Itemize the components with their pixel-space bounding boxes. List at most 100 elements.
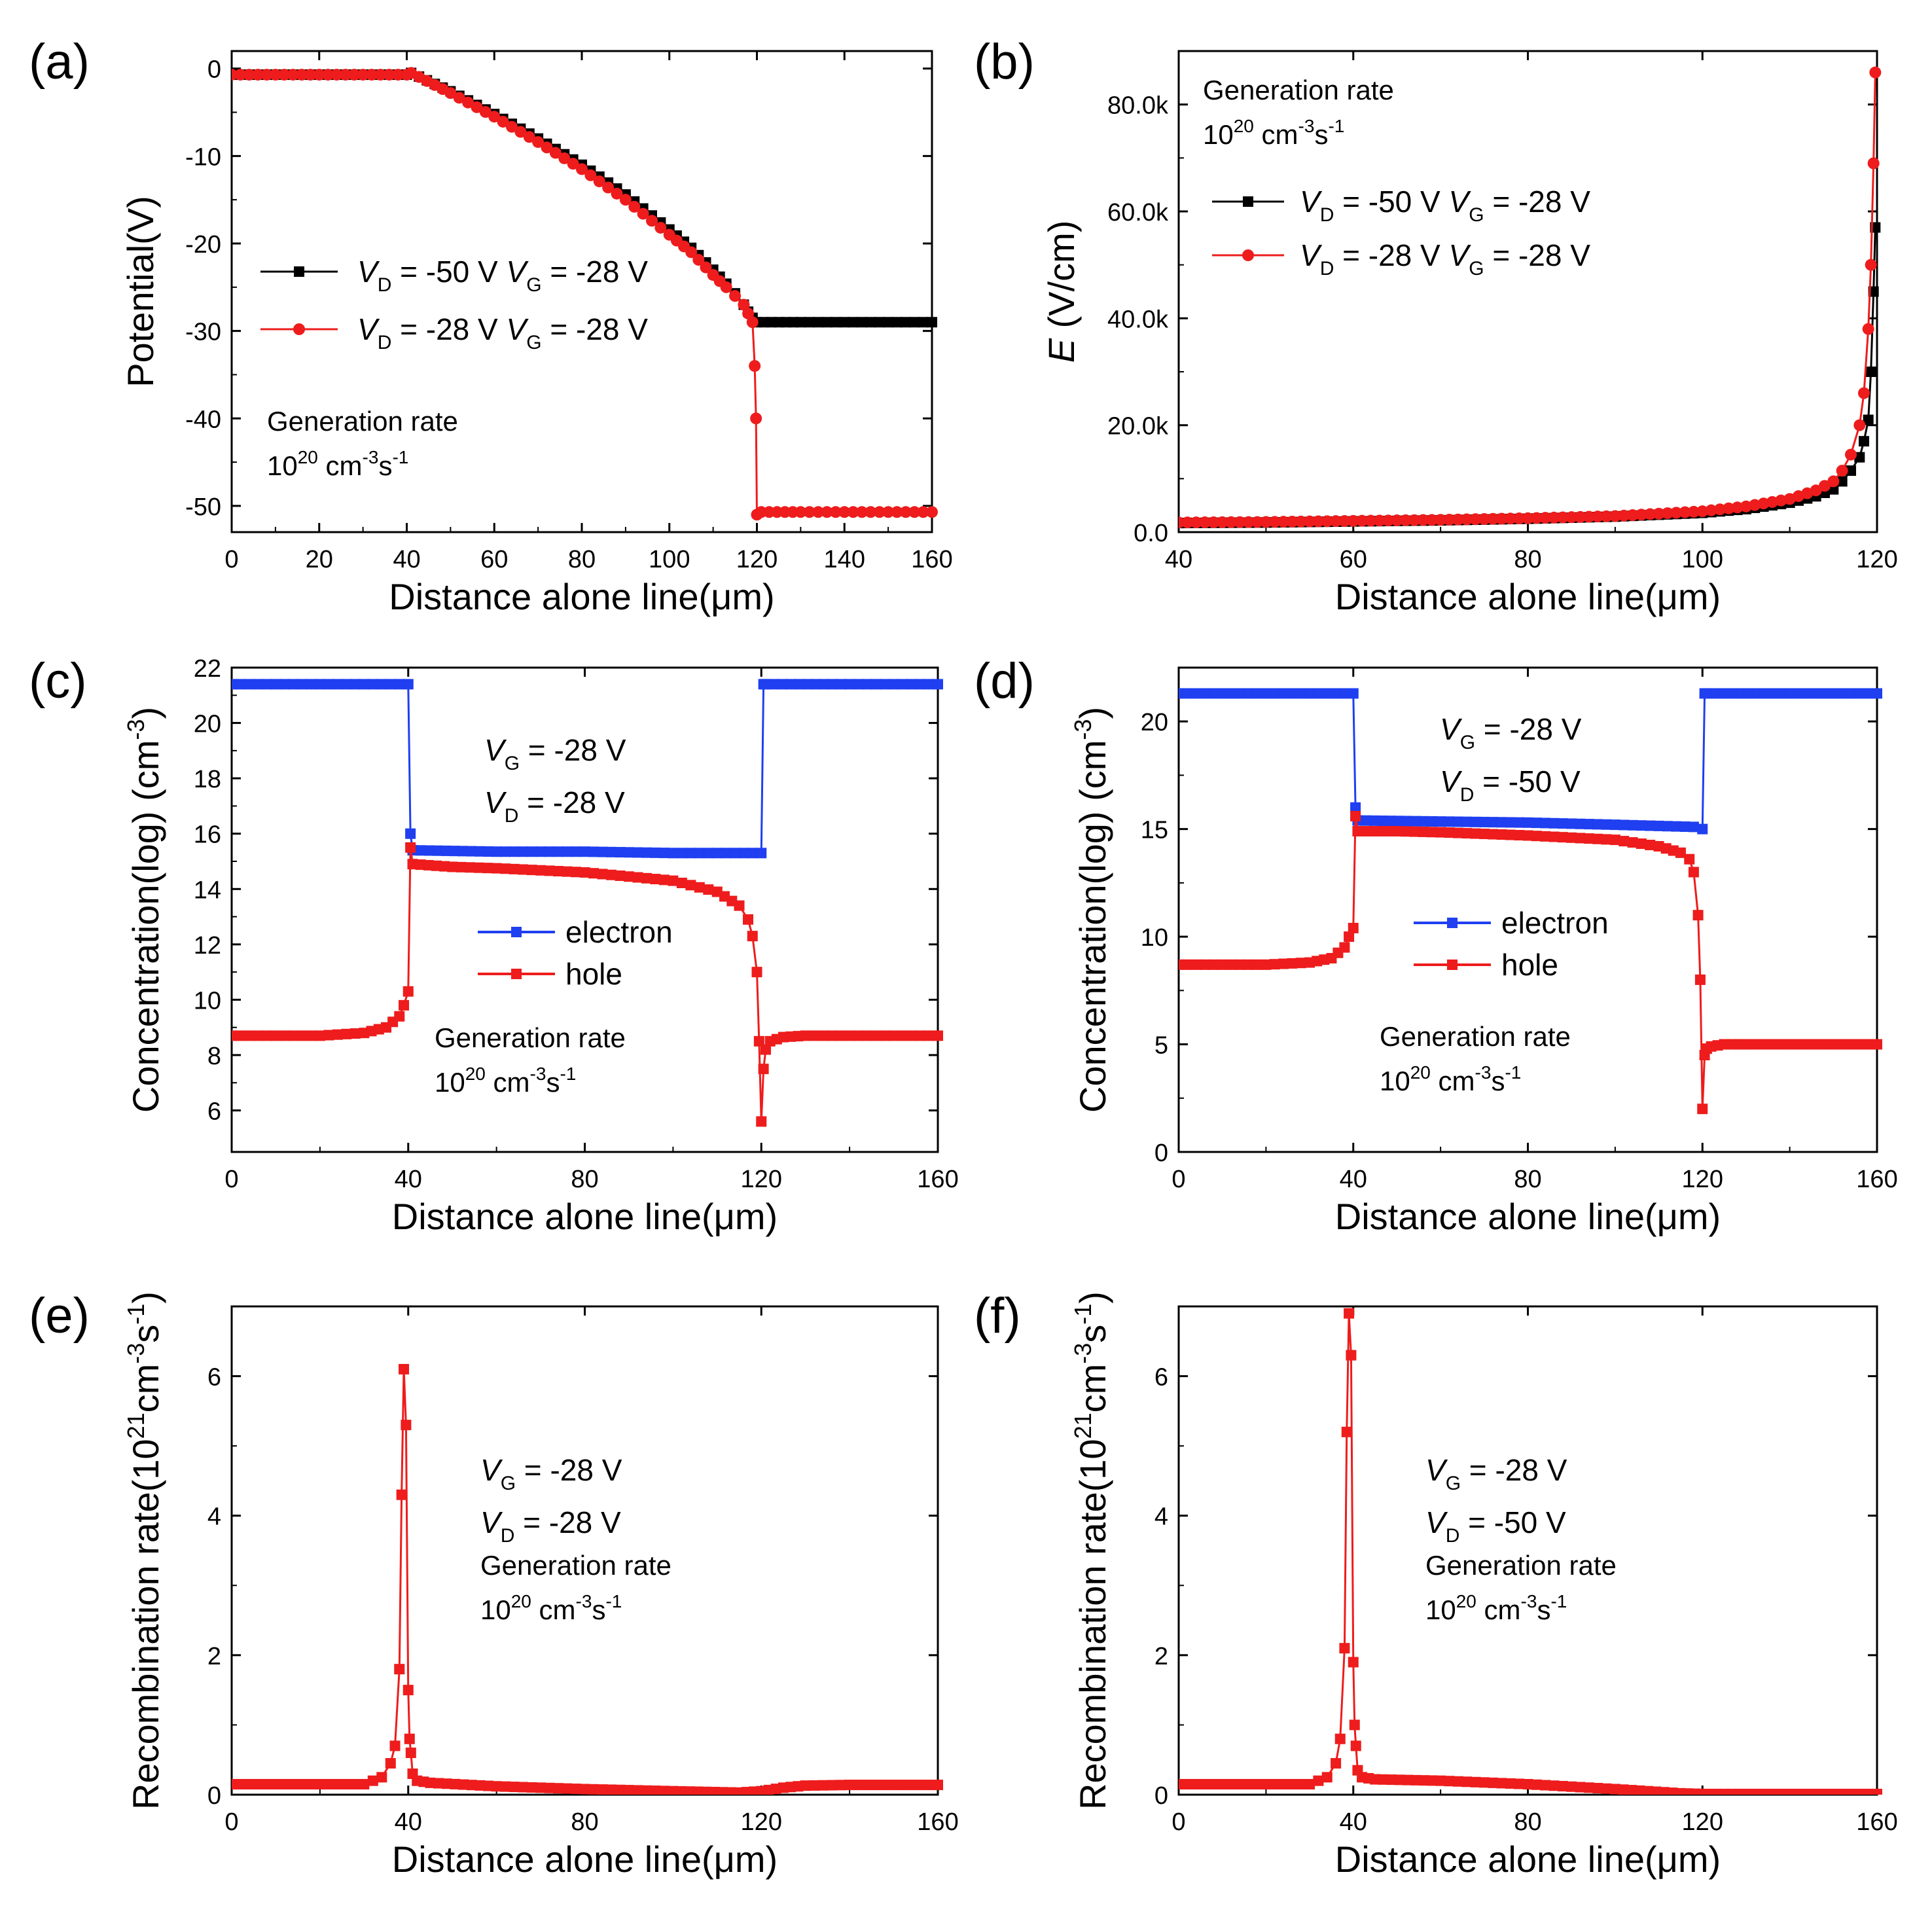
data-point (288, 1030, 299, 1041)
data-point (1243, 959, 1254, 970)
data-point (827, 679, 838, 690)
data-point (1662, 821, 1673, 832)
data-point (897, 1780, 908, 1791)
data-point (717, 1787, 728, 1795)
data-point (423, 859, 434, 871)
data-point (394, 679, 405, 690)
data-point (392, 69, 404, 81)
data-point (1384, 825, 1395, 836)
data-point (1427, 1775, 1438, 1786)
x-axis-title: Distance alone line(μm) (392, 1196, 778, 1237)
data-point (415, 859, 426, 871)
data-point (1349, 1719, 1360, 1731)
data-point (611, 187, 623, 200)
data-point (394, 1664, 405, 1675)
panel-label-a: (a) (29, 34, 90, 90)
data-point (926, 506, 938, 518)
data-point (1531, 817, 1542, 829)
y-axis-title: Recombination rate(1021cm-3s-1) (122, 1291, 166, 1810)
data-point (817, 1780, 829, 1791)
y-tick-label: 6 (1154, 1364, 1168, 1391)
y-title-exponent: -3 (122, 719, 149, 740)
data-point (1461, 513, 1473, 526)
y-tick-label: 14 (194, 876, 221, 904)
generation-rate-value: 1020 cm-3s-1 (435, 1064, 576, 1098)
data-point (1758, 1039, 1769, 1050)
data-point (756, 848, 767, 859)
data-point (526, 865, 537, 876)
data-point (1386, 1774, 1397, 1786)
data-point (500, 863, 511, 874)
data-point (1182, 959, 1193, 970)
data-point (1583, 833, 1594, 844)
data-point (1435, 827, 1446, 838)
y-tick-label: 6 (207, 1364, 221, 1391)
rate-unit: cm (1476, 1594, 1521, 1625)
data-point (1719, 1788, 1730, 1795)
data-point (615, 1784, 626, 1795)
data-point (835, 1780, 846, 1791)
data-point (425, 1777, 436, 1788)
vd-annotation: VD = -50 V (1440, 764, 1581, 806)
series-electron (232, 679, 943, 859)
data-point (836, 679, 847, 690)
data-point (1784, 688, 1795, 699)
data-point (571, 846, 582, 857)
legend-marker (511, 927, 522, 937)
y-tick-label: 0.0 (1134, 520, 1168, 547)
data-point (1828, 1788, 1839, 1795)
x-tick-label: 0 (1172, 1166, 1185, 1193)
data-point (518, 864, 529, 875)
data-point (465, 862, 476, 873)
data-point (523, 131, 535, 143)
data-point (1627, 819, 1638, 831)
data-point (835, 1030, 846, 1041)
data-point (1418, 826, 1429, 837)
anno-subscript: G (1460, 732, 1475, 753)
data-point (553, 1783, 564, 1794)
data-point (637, 207, 649, 220)
data-point (447, 861, 458, 872)
data-point (235, 1030, 246, 1041)
x-axis-title: Distance alone line(μm) (1335, 1839, 1721, 1880)
rate-base: 10 (435, 1067, 465, 1098)
data-point (416, 845, 427, 856)
data-point (1304, 515, 1316, 528)
data-point (1208, 1779, 1219, 1790)
data-point (1261, 1779, 1272, 1790)
data-point (1287, 1779, 1298, 1790)
data-point (1566, 832, 1577, 843)
generation-rate-title: Generation rate (435, 1022, 626, 1053)
data-point (449, 846, 460, 857)
anno-var: V (1440, 712, 1463, 746)
data-point (232, 1030, 237, 1041)
data-point (1505, 829, 1516, 840)
data-point (357, 69, 369, 81)
data-point (497, 115, 509, 128)
data-point (1705, 504, 1717, 516)
data-point (927, 317, 937, 328)
data-point (491, 1781, 502, 1792)
data-point (1350, 810, 1361, 821)
generation-rate-title: Generation rate (267, 406, 458, 437)
data-point (1522, 830, 1533, 841)
data-point (918, 317, 929, 328)
data-point (760, 679, 771, 690)
data-point (296, 1779, 308, 1790)
data-point (1854, 452, 1865, 463)
data-point (813, 317, 824, 328)
legend-var: V (507, 312, 529, 346)
data-point (1505, 1778, 1516, 1789)
legend-label: electron (565, 915, 673, 949)
data-point (1845, 1788, 1856, 1795)
rate-base: 10 (1203, 119, 1234, 150)
data-point (1488, 829, 1499, 840)
data-point (658, 874, 670, 886)
data-point (1687, 505, 1700, 518)
y-title-text: Recombination rate(10 (1072, 1439, 1113, 1810)
data-point (518, 846, 529, 857)
data-point (1190, 1779, 1202, 1790)
data-point (915, 679, 926, 690)
data-point (462, 96, 474, 109)
data-point (785, 679, 796, 690)
